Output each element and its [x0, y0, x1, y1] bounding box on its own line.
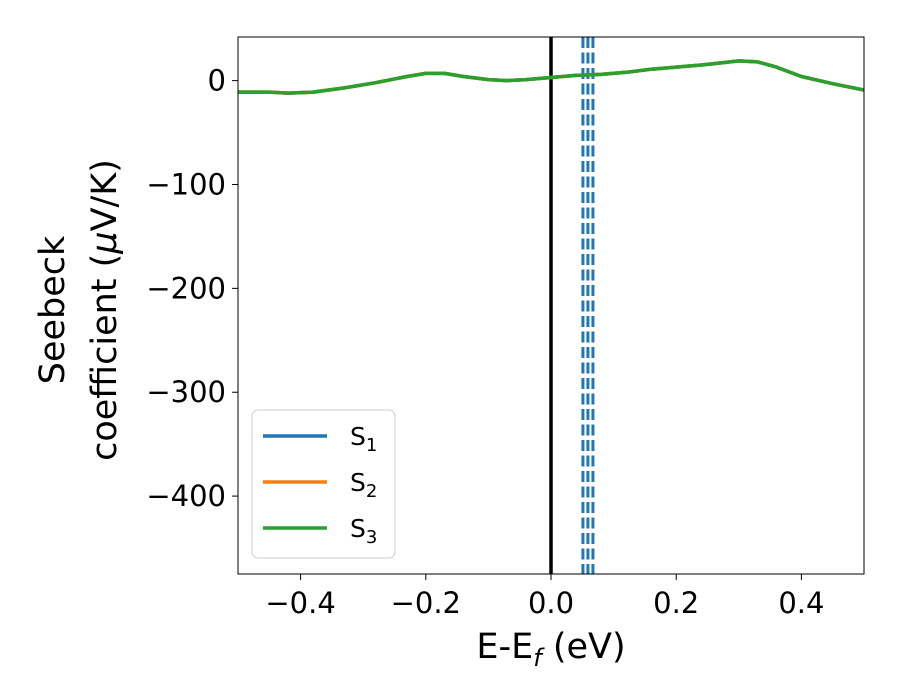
x-tick-label: 0.0: [528, 586, 574, 620]
legend-box: [251, 409, 396, 559]
y-axis-title-line1: Seebeck: [33, 235, 73, 384]
x-tick-label: −0.2: [391, 586, 461, 620]
y-axis-ticks: 0 −100 −200 −300 −400: [146, 64, 238, 513]
x-tick-label: 0.4: [778, 586, 824, 620]
y-tick-label: −400: [146, 479, 226, 513]
x-tick-label: −0.4: [265, 586, 335, 620]
x-axis-title: E-Ef (eV): [476, 627, 625, 672]
series-lines: [238, 59, 864, 95]
x-axis-ticks: −0.4 −0.2 0.0 0.2 0.4: [265, 574, 824, 620]
y-tick-label: −200: [146, 271, 226, 305]
legend-label-2: S2: [350, 468, 377, 502]
y-axis-title-line2: coefficient (μV/K): [85, 159, 125, 461]
y-axis-title: Seebeck coefficient (μV/K): [33, 159, 125, 461]
legend-label-3: S3: [350, 514, 377, 548]
legend-label-1: S1: [350, 422, 377, 456]
x-tick-label: 0.2: [653, 586, 699, 620]
y-tick-label: 0: [208, 64, 226, 98]
vertical-reference-lines: [549, 37, 595, 574]
y-tick-label: −100: [146, 167, 226, 201]
legend: S1 S2 S3: [251, 409, 396, 559]
y-tick-label: −300: [146, 375, 226, 409]
series-line-3: [238, 59, 864, 95]
